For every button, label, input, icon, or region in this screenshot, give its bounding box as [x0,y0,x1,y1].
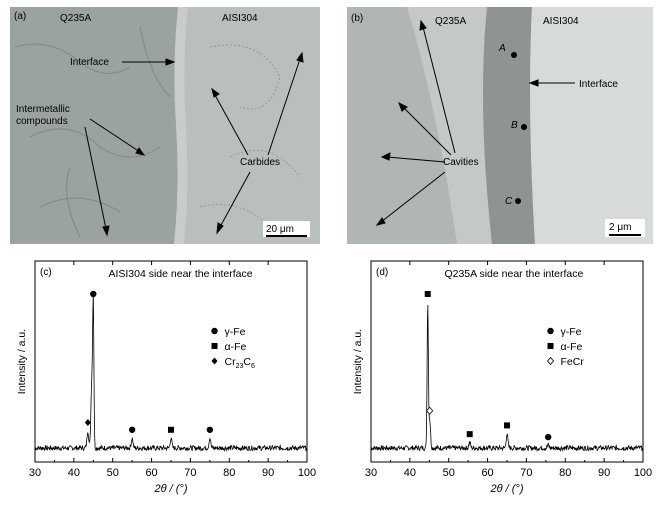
panel-b-scale-bar: 2 μm [609,222,631,233]
x-tick-label: 30 [365,467,377,479]
x-tick-label: 70 [184,467,196,479]
x-tick-label: 80 [223,467,235,479]
point-c-label: C [505,196,513,207]
point-a-marker [511,52,517,58]
micrograph-b-image: (b) Q235A AISI304 Interface Cavities A B… [347,7,653,244]
legend-marker [211,327,218,335]
y-axis-label: Intensity / a.u. [16,329,28,394]
legend-label: FeCr [561,356,585,368]
panel-a-intermetallic-label-line2: compounds [16,116,68,127]
x-tick-label: 70 [520,467,532,479]
panel-a-tag: (a) [14,11,26,22]
legend-label: Cr23C6 [225,356,255,370]
legend-label: α-Fe [561,341,583,353]
x-tick-label: 50 [107,467,119,479]
panel-a-interface-label: Interface [70,57,109,68]
panel-b-arrows [375,19,575,226]
xrd-chart-c: 30 40 50 60 70 80 90 100 (c) AISI304 side near th… [10,256,322,500]
panel-b-right-material: AISI304 [543,16,579,27]
chart-tag: (c) [40,267,52,278]
legend-label: γ-Fe [561,326,582,338]
xrd-chart-d: 30 40 50 60 70 80 90 100 (d) Q235A side near the … [340,256,660,500]
peak-marker [90,290,97,298]
panel-b-tag: (b) [351,13,363,24]
x-tick-label: 50 [443,467,455,479]
xrd-pattern-line [34,291,308,453]
legend-marker [547,343,554,349]
panel-a-arrows [84,51,304,237]
x-tick-label: 100 [298,467,316,479]
xrd-chart-d-svg: 30 40 50 60 70 80 90 100 (d) Q235A side near the … [352,260,652,495]
micrograph-panel-a: (a) Q235A AISI304 Interface Intermetalli… [10,7,320,244]
micrograph-panel-b: (b) Q235A AISI304 Interface Cavities A B… [347,7,653,244]
xrd-pattern-line [370,305,644,453]
point-a-label: A [498,43,506,54]
y-axis-label: Intensity / a.u. [352,329,364,394]
point-c-marker [515,198,521,204]
plot-frame [370,260,644,463]
x-tick-label: 60 [145,467,157,479]
legend-marker [547,327,554,335]
legend-label: γ-Fe [225,326,246,338]
peak-marker [544,433,552,441]
legend-marker [546,356,555,366]
xrd-chart-c-svg: 30 40 50 60 70 80 90 100 (c) AISI304 side near th… [16,260,316,495]
point-b-label: B [511,120,518,131]
x-axis-label: 2θ / (°) [154,483,188,495]
peak-marker [466,431,473,438]
peak-marker [168,426,174,433]
panel-b-cavities-label: Cavities [443,157,479,168]
x-tick-label: 100 [634,467,652,479]
chart-title: AISI304 side near the interface [108,268,252,280]
peak-marker [206,426,214,433]
x-tick-label: 90 [598,467,610,479]
panel-a-right-material: AISI304 [222,13,258,24]
peak-marker [128,426,136,433]
x-tick-label: 40 [68,467,80,479]
x-tick-label: 80 [559,467,571,479]
peak-marker [504,422,510,429]
panel-a-intermetallic-label-line1: Intermetallic [16,104,70,115]
legend-label: α-Fe [225,341,247,353]
legend-marker [211,357,218,365]
x-tick-label: 90 [262,467,274,479]
panel-a-carbides-label: Carbides [240,157,280,168]
x-tick-label: 30 [29,467,41,479]
panel-b-interface-label: Interface [579,79,618,90]
panel-a-left-material: Q235A [60,13,91,24]
panel-b-left-material: Q235A [435,16,466,27]
chart-tag: (d) [376,267,388,278]
x-axis-label: 2θ / (°) [490,483,524,495]
peak-marker [84,418,91,426]
micrograph-a-image: (a) Q235A AISI304 Interface Intermetalli… [10,7,320,244]
x-tick-label: 60 [481,467,493,479]
legend-marker [211,343,218,349]
panel-a-scale-bar: 20 μm [266,224,294,235]
peak-marker [426,406,434,415]
peak-marker [424,291,431,297]
chart-title: Q235A side near the interface [444,268,583,280]
x-tick-label: 40 [404,467,416,479]
point-b-marker [521,124,527,130]
